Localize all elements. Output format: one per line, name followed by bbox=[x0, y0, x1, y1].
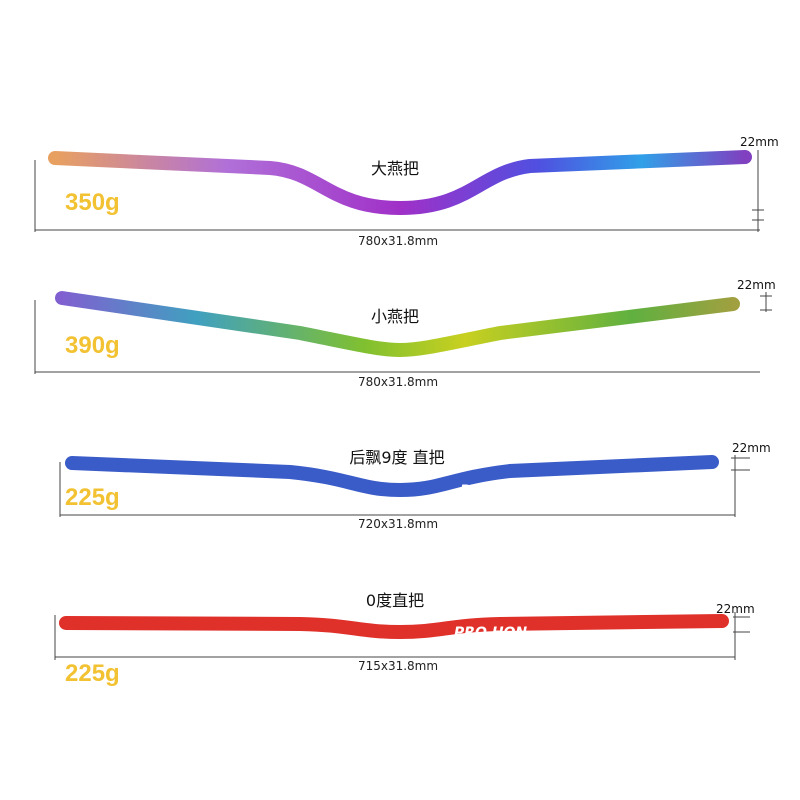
product-name: 小燕把 bbox=[371, 307, 419, 326]
handlebar bbox=[48, 150, 752, 216]
dimension-line bbox=[59, 455, 750, 517]
weight: 350g bbox=[65, 189, 120, 216]
dimension-line bbox=[34, 292, 772, 374]
diameter: 22mm bbox=[732, 441, 771, 455]
product-row: PRO HON 后飘9度 直把 225g 720x31.8mm 22mm bbox=[59, 441, 771, 531]
size: 720x31.8mm bbox=[358, 517, 438, 531]
dimension-line bbox=[34, 150, 764, 232]
handlebar bbox=[55, 291, 740, 358]
size: 715x31.8mm bbox=[358, 659, 438, 673]
brand-logo: PRO HON bbox=[460, 483, 533, 499]
product-name: 0度直把 bbox=[366, 591, 424, 610]
product-row: 小燕把 390g 780x31.8mm 22mm bbox=[34, 278, 776, 389]
brand-logo: PRO HON bbox=[454, 625, 527, 641]
dimension-line bbox=[54, 612, 750, 660]
product-name: 大燕把 bbox=[371, 159, 419, 178]
product-row: 大燕把 350g 780x31.8mm 22mm bbox=[34, 135, 779, 248]
product-name: 后飘9度 直把 bbox=[349, 448, 444, 467]
weight: 225g bbox=[65, 484, 120, 511]
product-row: PRO HON 0度直把 225g 715x31.8mm 22mm bbox=[54, 591, 755, 687]
diameter: 22mm bbox=[740, 135, 779, 149]
handlebar bbox=[59, 614, 729, 640]
handlebar bbox=[65, 455, 719, 498]
size: 780x31.8mm bbox=[358, 375, 438, 389]
weight: 225g bbox=[65, 660, 120, 687]
diameter: 22mm bbox=[737, 278, 776, 292]
size: 780x31.8mm bbox=[358, 234, 438, 248]
weight: 390g bbox=[65, 332, 120, 359]
diameter: 22mm bbox=[716, 602, 755, 616]
